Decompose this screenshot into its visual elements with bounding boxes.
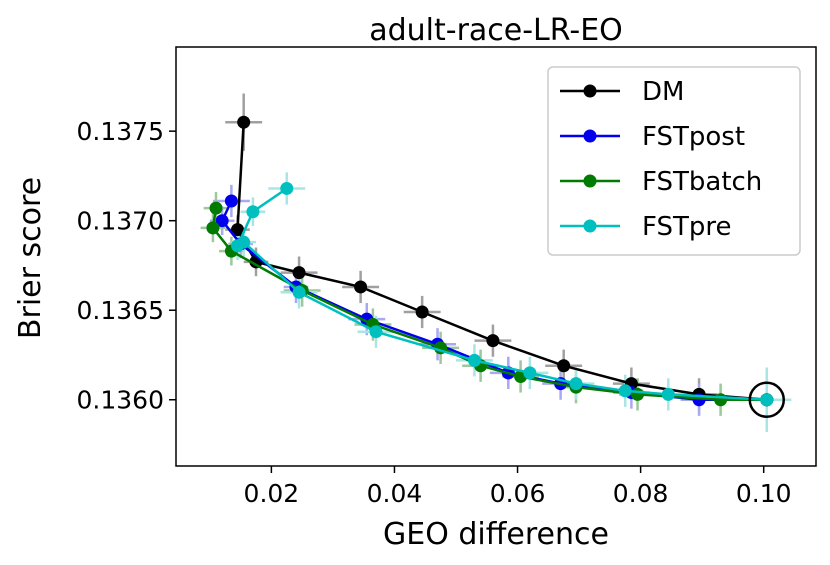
chart-title: adult-race-LR-EO bbox=[369, 13, 623, 48]
data-point bbox=[415, 305, 429, 319]
data-point bbox=[224, 194, 238, 208]
data-point bbox=[209, 201, 223, 215]
data-point bbox=[280, 181, 294, 195]
highlight-circle bbox=[748, 381, 786, 418]
legend-marker bbox=[583, 174, 597, 188]
data-point bbox=[237, 115, 251, 129]
legend-marker bbox=[583, 219, 597, 233]
y-tick-label: 0.1375 bbox=[77, 117, 164, 146]
data-point bbox=[292, 285, 306, 299]
data-point bbox=[246, 205, 260, 219]
axis-ticks: 0.02 0.04 0.06 0.08 0.10 0.1360 0.1365 0.1370 0.… bbox=[77, 117, 792, 508]
data-point bbox=[292, 266, 306, 280]
data-point bbox=[215, 214, 229, 228]
data-point bbox=[231, 223, 245, 237]
x-tick-label: 0.06 bbox=[490, 479, 546, 508]
legend-label: FSTpre bbox=[642, 212, 732, 242]
x-tick-label: 0.02 bbox=[244, 479, 300, 508]
series-FSTbatch-line bbox=[206, 201, 774, 407]
data-point bbox=[618, 384, 632, 398]
legend-label: DM bbox=[642, 77, 684, 107]
data-point bbox=[714, 393, 728, 407]
x-tick-label: 0.10 bbox=[736, 479, 792, 508]
data-point bbox=[661, 387, 675, 401]
data-point bbox=[760, 393, 774, 407]
y-tick-label: 0.1360 bbox=[77, 386, 164, 415]
x-tick-label: 0.08 bbox=[613, 479, 669, 508]
data-point bbox=[369, 325, 383, 339]
plot-area bbox=[200, 93, 792, 432]
data-point bbox=[523, 366, 537, 380]
legend-label: FSTpost bbox=[642, 122, 745, 152]
series-FSTpre-line bbox=[231, 181, 774, 407]
legend-label: FSTbatch bbox=[642, 167, 762, 197]
data-point bbox=[354, 280, 368, 294]
data-point bbox=[557, 359, 571, 373]
legend-box bbox=[547, 66, 801, 256]
data-point bbox=[631, 387, 645, 401]
legend-marker bbox=[583, 84, 597, 98]
legend-marker bbox=[583, 129, 597, 143]
x-tick-label: 0.04 bbox=[367, 479, 423, 508]
x-axis-label: GEO difference bbox=[383, 517, 609, 552]
data-point bbox=[467, 353, 481, 367]
y-tick-label: 0.1370 bbox=[77, 207, 164, 236]
y-axis-label: Brier score bbox=[13, 177, 48, 339]
legend: DM FSTpost FSTbatch FSTpre bbox=[547, 66, 801, 256]
data-point bbox=[206, 221, 220, 235]
y-tick-label: 0.1365 bbox=[77, 296, 164, 325]
data-point bbox=[569, 377, 583, 391]
plot-frame bbox=[175, 46, 817, 467]
data-point bbox=[486, 334, 500, 348]
data-point bbox=[237, 235, 251, 249]
